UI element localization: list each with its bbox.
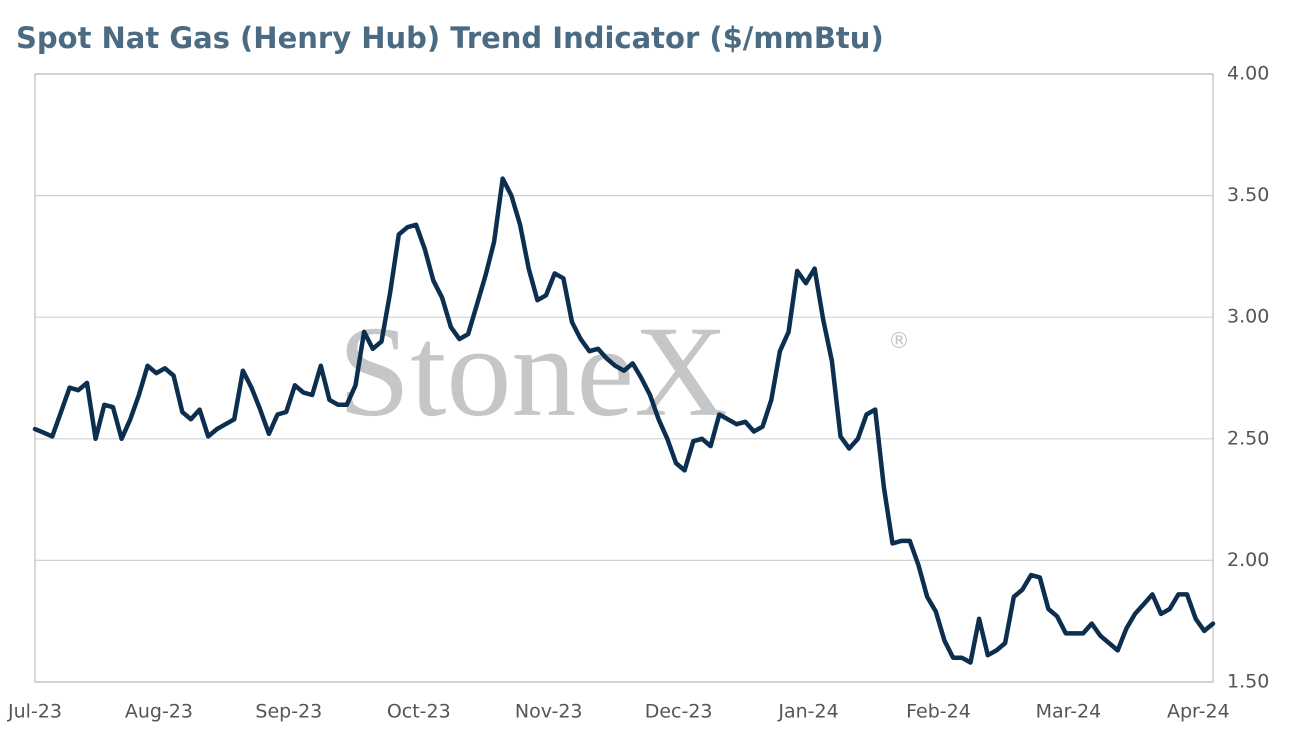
x-tick-label: Dec-23 (645, 701, 713, 723)
x-tick-label: Jul-23 (7, 701, 62, 723)
watermark-symbol: ® (888, 329, 910, 354)
watermark: StoneX (338, 300, 728, 444)
x-tick-label: Feb-24 (906, 701, 971, 723)
y-tick-label: 2.50 (1227, 427, 1269, 449)
chart-title: Spot Nat Gas (Henry Hub) Trend Indicator… (16, 21, 884, 55)
y-tick-label: 2.00 (1227, 549, 1269, 571)
x-tick-label: Sep-23 (255, 701, 322, 723)
y-tick-label: 1.50 (1227, 671, 1269, 693)
y-tick-label: 3.50 (1227, 184, 1269, 206)
y-tick-label: 3.00 (1227, 306, 1269, 328)
y-tick-label: 4.00 (1227, 63, 1269, 85)
x-tick-label: Aug-23 (125, 701, 193, 723)
x-tick-label: Jan-24 (777, 701, 838, 723)
x-tick-label: Nov-23 (515, 701, 583, 723)
x-tick-label: Mar-24 (1036, 701, 1102, 723)
plot-border (34, 73, 1214, 683)
x-tick-label: Oct-23 (387, 701, 451, 723)
line-series (32, 176, 1216, 665)
x-tick-label: Apr-24 (1167, 701, 1230, 723)
